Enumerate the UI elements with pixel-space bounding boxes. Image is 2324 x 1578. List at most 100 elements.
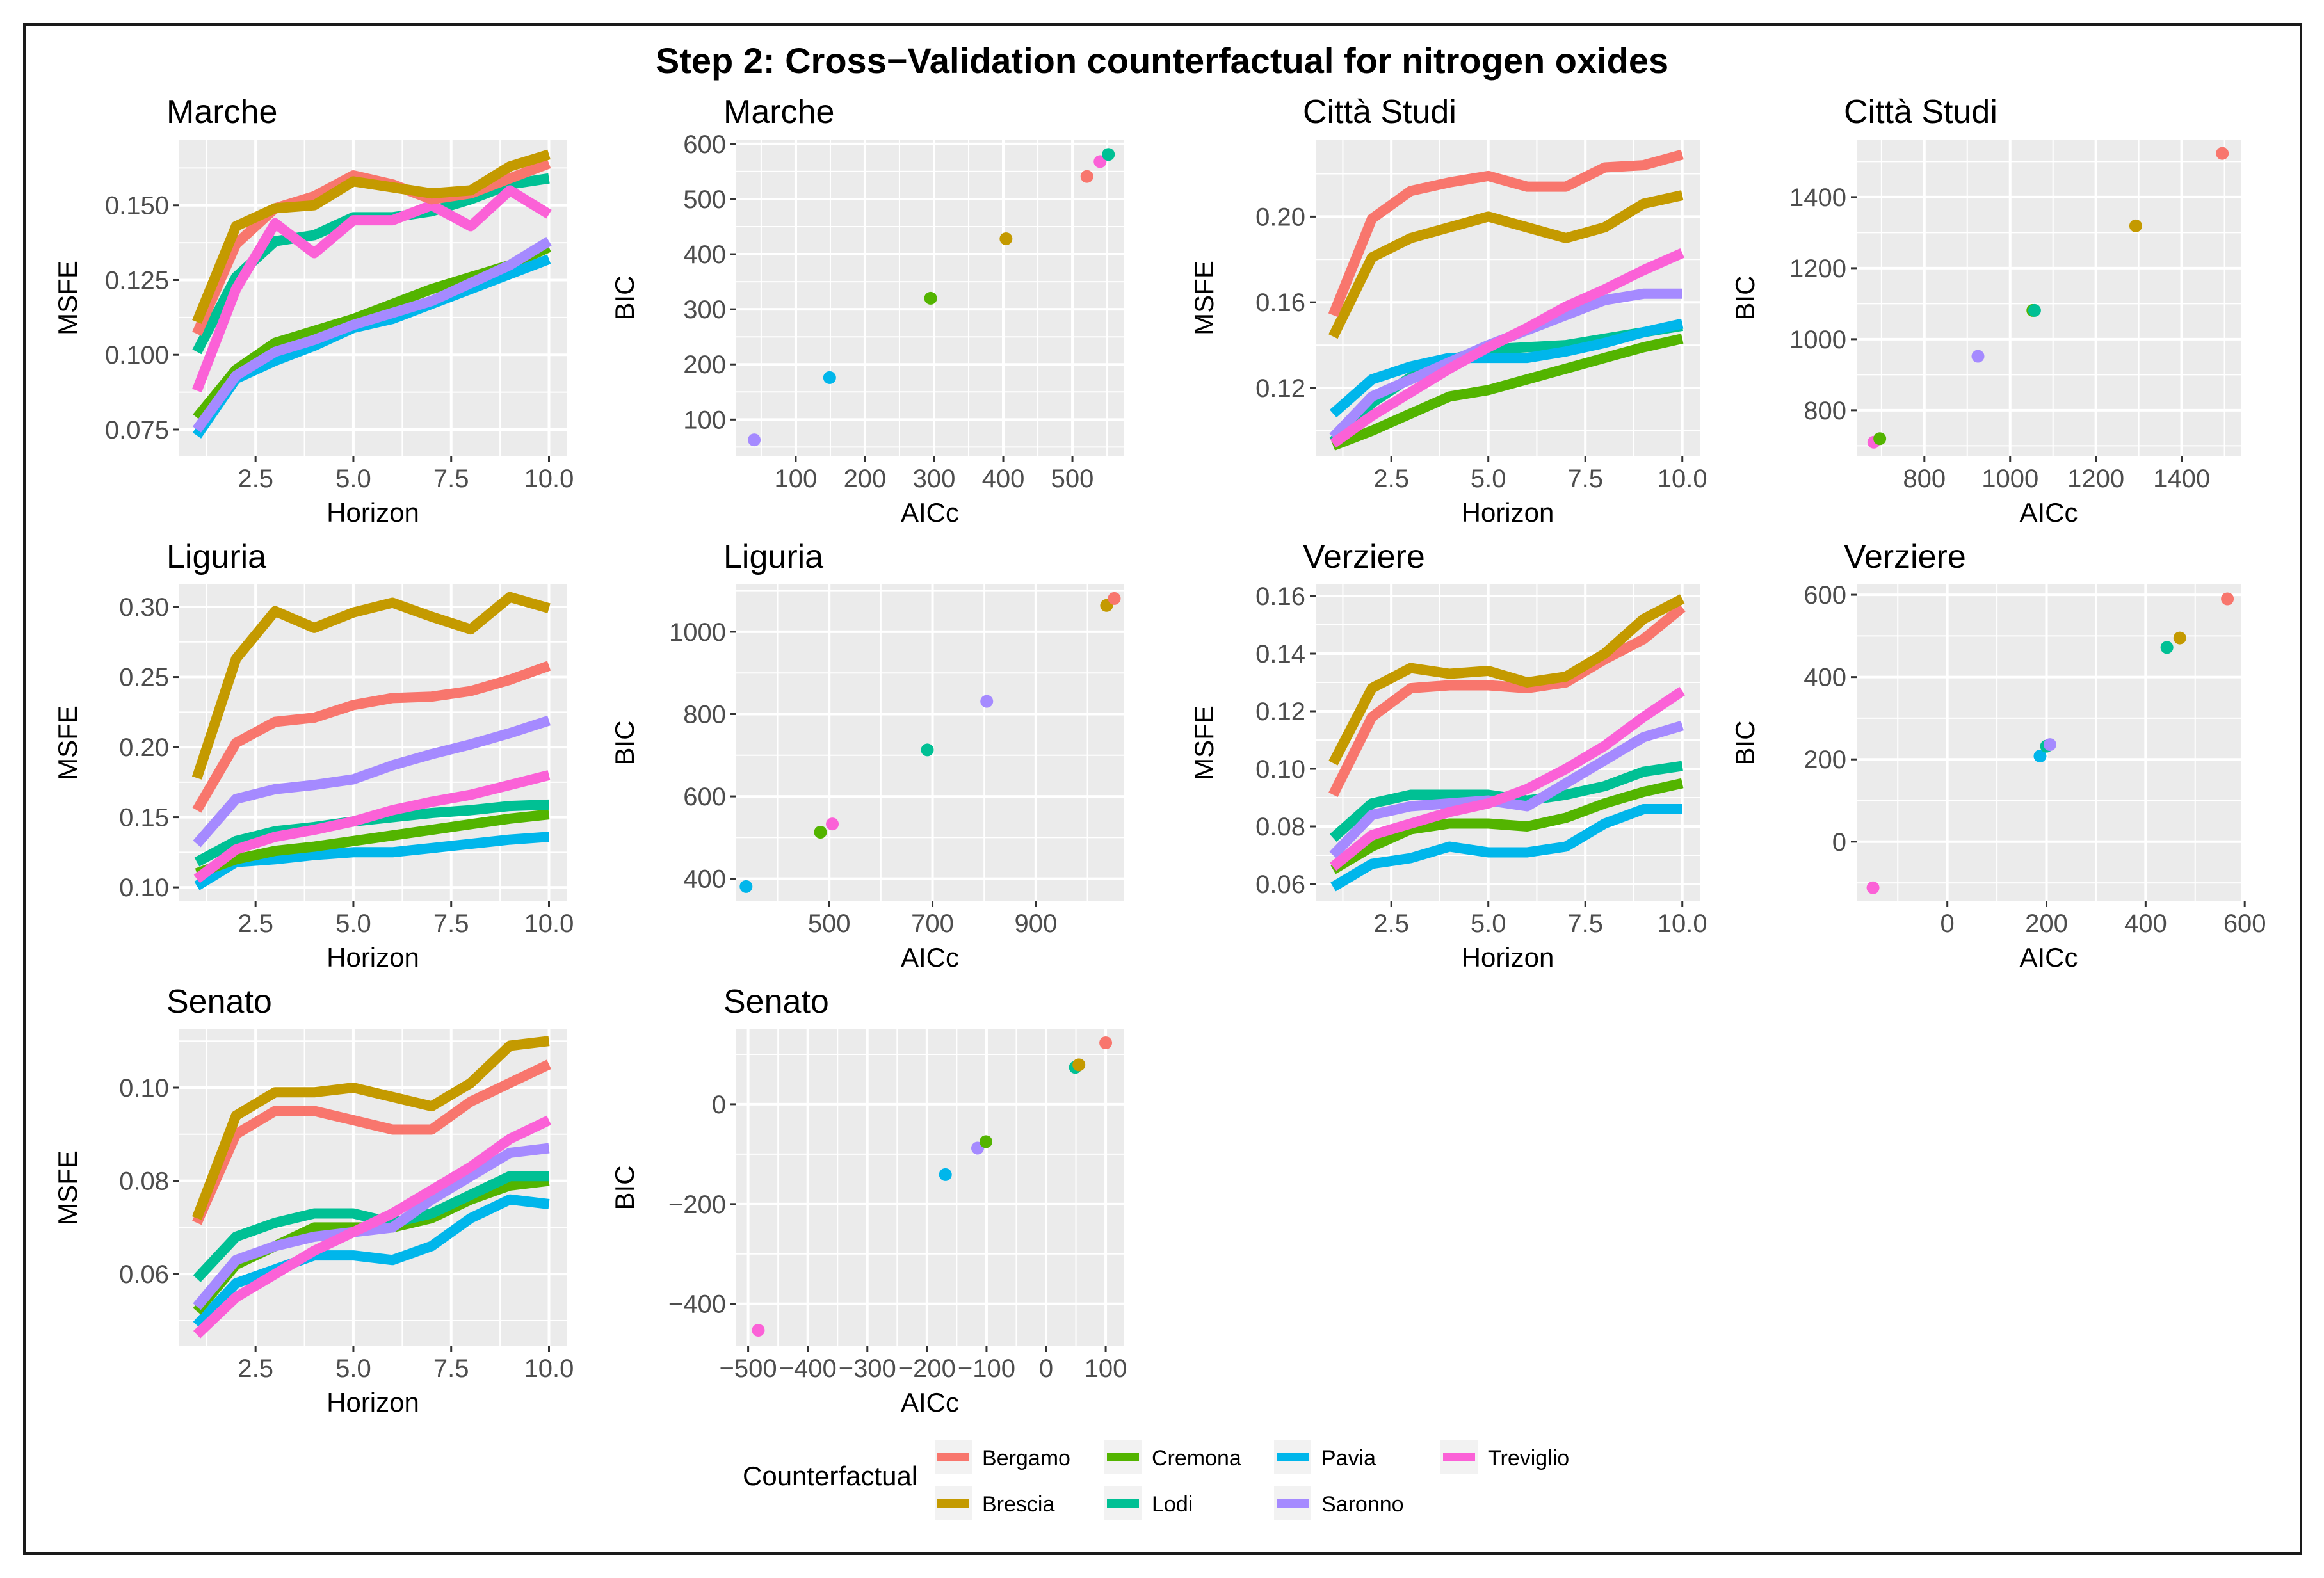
plot-background xyxy=(736,1029,1124,1346)
y-tick-label: 100 xyxy=(683,406,726,434)
y-tick-label: 400 xyxy=(1804,664,1846,692)
x-tick-label: 10.0 xyxy=(524,465,574,493)
y-tick-label: 0.100 xyxy=(105,341,169,369)
x-tick-label: 800 xyxy=(1903,465,1946,493)
x-tick-label: 5.0 xyxy=(335,910,371,938)
x-tick-label: 1000 xyxy=(1981,465,2038,493)
y-tick-label: 0.16 xyxy=(1255,583,1305,611)
panel-title: Verziere xyxy=(1844,538,1966,576)
panel-verziere-ic: 0 200 400 600 0 200 400 600 Verziere AICc BIC xyxy=(1730,538,2266,967)
legend-title: Counterfactual xyxy=(743,1461,917,1491)
point-saronno xyxy=(1971,350,1985,363)
legend-label-lodi: Lodi xyxy=(1152,1492,1193,1517)
plot-background xyxy=(736,584,1124,901)
point-bergamo xyxy=(2221,592,2234,606)
legend-label-saronno: Saronno xyxy=(1321,1492,1404,1517)
x-axis-label: Horizon xyxy=(327,942,419,967)
series-line-cremona xyxy=(195,809,550,878)
panel-title: Liguria xyxy=(166,538,266,576)
point-bergamo xyxy=(1099,1036,1113,1050)
x-tick-label: −500 xyxy=(720,1355,777,1383)
point-saronno xyxy=(980,695,994,708)
x-axis-label: AICc xyxy=(901,1387,959,1412)
y-axis-label: BIC xyxy=(1730,720,1760,765)
y-tick-label: 500 xyxy=(683,186,726,214)
y-tick-label: 1000 xyxy=(1789,326,1846,354)
panel-verziere-msfe: 2.5 5.0 7.5 10.0 0.06 0.08 0.10 0.12 0.14 0.16 Ver… xyxy=(1189,538,1707,967)
x-tick-label: 400 xyxy=(982,465,1025,493)
x-tick-label: 200 xyxy=(844,465,887,493)
point-treviglio xyxy=(1093,155,1107,168)
series-line-saronno xyxy=(193,236,552,433)
y-tick-label: 0 xyxy=(1832,828,1846,857)
x-tick-label: 1200 xyxy=(2067,465,2124,493)
point-pavia xyxy=(939,1168,952,1181)
x-axis-label: Horizon xyxy=(327,497,419,522)
panel-title: Città Studi xyxy=(1844,93,1997,131)
series-line-bergamo xyxy=(1328,603,1686,798)
x-axis-label: AICc xyxy=(901,942,959,967)
point-bergamo xyxy=(1080,170,1093,183)
x-axis-label: Horizon xyxy=(327,1387,419,1412)
panel-title: Senato xyxy=(166,983,272,1020)
y-tick-label: 0.125 xyxy=(105,266,169,294)
panel-title: Marche xyxy=(166,93,277,131)
y-axis-label: MSFE xyxy=(52,1150,83,1225)
x-tick-label: 2.5 xyxy=(238,1355,273,1383)
series-line-treviglio xyxy=(1330,248,1684,448)
x-tick-label: 5.0 xyxy=(1471,465,1506,493)
y-tick-label: 0.30 xyxy=(119,593,169,622)
y-tick-label: 0.06 xyxy=(1255,871,1305,899)
point-brescia xyxy=(2129,219,2142,232)
series-line-pavia xyxy=(193,1194,550,1329)
series-line-brescia xyxy=(1328,190,1684,339)
legend-label-brescia: Brescia xyxy=(982,1492,1054,1517)
point-pavia xyxy=(823,371,836,384)
panel-title: Senato xyxy=(723,983,829,1020)
figure-frame xyxy=(23,23,2302,1555)
panel-liguria-ic: 500 700 900 400 600 800 1000 Liguria AICc BIC xyxy=(609,538,1124,967)
x-tick-label: 2.5 xyxy=(238,465,273,493)
x-tick-label: 5.0 xyxy=(335,1355,371,1383)
x-tick-label: 7.5 xyxy=(433,1355,469,1383)
point-brescia xyxy=(1072,1058,1086,1072)
y-tick-label: 0.150 xyxy=(105,192,169,220)
panel-title: Verziere xyxy=(1303,538,1425,576)
point-bergamo xyxy=(2216,147,2229,160)
x-tick-label: −200 xyxy=(898,1355,956,1383)
point-saronno xyxy=(748,433,761,447)
x-axis-label: AICc xyxy=(901,497,959,522)
y-tick-label: 0.12 xyxy=(1255,698,1305,726)
x-tick-label: 200 xyxy=(2025,910,2068,938)
series-line-treviglio xyxy=(192,185,552,393)
series-line-saronno xyxy=(193,1143,550,1310)
point-pavia xyxy=(2033,750,2047,763)
y-tick-label: 600 xyxy=(683,131,726,159)
y-axis-label: MSFE xyxy=(52,705,83,780)
y-tick-label: 1000 xyxy=(669,618,726,647)
y-tick-label: 0.16 xyxy=(1255,289,1305,317)
y-axis-label: BIC xyxy=(609,720,640,765)
point-lodi xyxy=(921,743,934,757)
x-tick-label: 2.5 xyxy=(1373,465,1409,493)
legend-label-pavia: Pavia xyxy=(1321,1446,1376,1470)
point-cremona xyxy=(979,1135,992,1148)
y-tick-label: 400 xyxy=(683,865,726,894)
y-tick-label: 600 xyxy=(683,783,726,811)
series-line-saronno xyxy=(193,715,551,848)
figure-title: Step 2: Cross−Validation counterfactual … xyxy=(655,40,1669,81)
y-axis-label: BIC xyxy=(609,275,640,320)
x-tick-label: 7.5 xyxy=(433,465,469,493)
series-line-pavia xyxy=(1330,318,1684,418)
y-tick-label: −400 xyxy=(668,1291,726,1319)
y-tick-label: 0.075 xyxy=(105,416,169,444)
x-tick-label: 500 xyxy=(808,910,851,938)
y-tick-label: 0.25 xyxy=(119,664,169,692)
y-tick-label: 0.20 xyxy=(1255,203,1305,231)
point-lodi xyxy=(2160,641,2174,654)
x-tick-label: 700 xyxy=(911,910,954,938)
y-tick-label: 0.06 xyxy=(119,1260,169,1289)
y-axis-label: BIC xyxy=(1730,275,1760,320)
x-tick-label: 7.5 xyxy=(1567,465,1603,493)
